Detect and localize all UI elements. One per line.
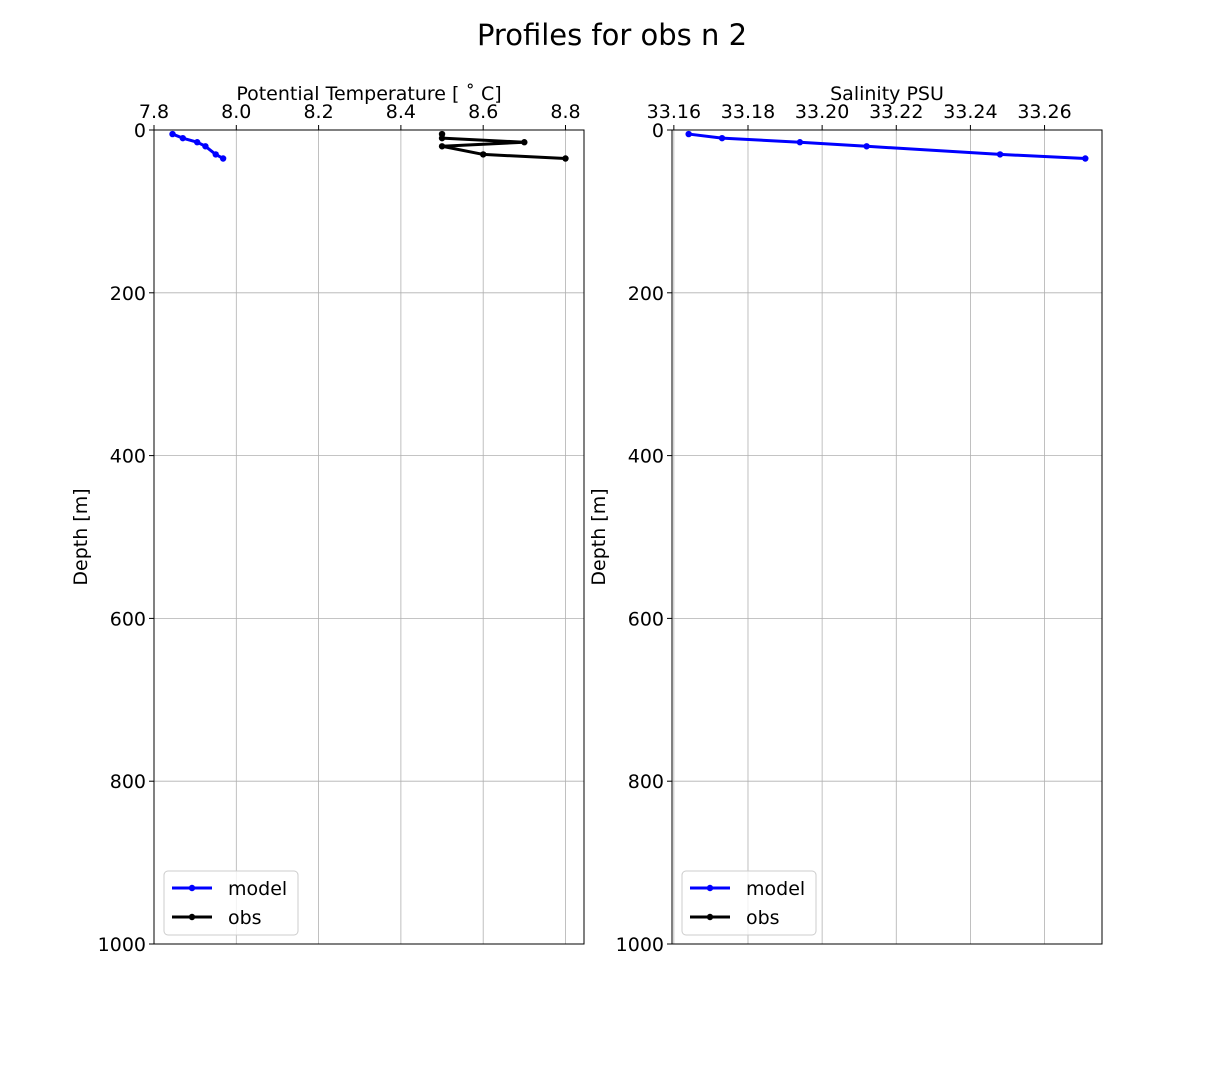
legend-marker-model bbox=[706, 884, 714, 892]
y-axis-label: Depth [m] bbox=[588, 488, 610, 585]
x-tick-label: 8.0 bbox=[221, 101, 251, 123]
data-point-model bbox=[685, 130, 692, 138]
legend: model obs bbox=[681, 870, 817, 936]
data-point-model bbox=[202, 143, 209, 150]
data-point-model bbox=[996, 151, 1004, 158]
x-tick-label: 33.24 bbox=[943, 101, 997, 123]
data-point-model bbox=[718, 134, 726, 142]
legend-label-obs: obs bbox=[746, 907, 780, 929]
data-point-obs bbox=[438, 143, 446, 150]
x-tick-label: 7.8 bbox=[139, 101, 169, 123]
x-tick-label: 8.2 bbox=[303, 101, 333, 123]
axes-frame bbox=[671, 129, 1103, 945]
data-point-model bbox=[212, 151, 219, 158]
chart-panel-temperature: 7.8 8.0 8.2 8.4 8.6 8.8 0 200 400 600 800 1000 Poten… bbox=[70, 83, 585, 956]
data-point-obs bbox=[521, 139, 528, 146]
y-tick-label: 800 bbox=[110, 771, 146, 793]
data-point-obs bbox=[438, 134, 446, 142]
figure-title: Profiles for obs n 2 bbox=[477, 18, 747, 52]
y-tick-label: 800 bbox=[628, 771, 664, 793]
legend-label-obs: obs bbox=[228, 907, 262, 929]
legend-marker-obs bbox=[706, 913, 714, 921]
data-point-model bbox=[1082, 155, 1089, 162]
legend: model obs bbox=[163, 870, 299, 936]
legend-label-model: model bbox=[228, 878, 287, 900]
data-point-obs bbox=[562, 155, 569, 162]
data-point-model bbox=[194, 139, 201, 146]
x-tick-label: 33.18 bbox=[721, 101, 775, 123]
y-tick-label: 400 bbox=[110, 446, 146, 468]
series-line-obs bbox=[440, 134, 566, 160]
x-tick-label: 33.26 bbox=[1017, 101, 1071, 123]
data-point-model bbox=[169, 130, 176, 138]
x-tick-label: 8.8 bbox=[550, 101, 580, 123]
x-axis-label: Potential Temperature [ ˚ C] bbox=[236, 83, 501, 105]
legend-marker-obs bbox=[188, 913, 196, 921]
series-line-model bbox=[688, 132, 1086, 160]
y-tick-label: 200 bbox=[628, 283, 664, 305]
legend-label-model: model bbox=[746, 878, 805, 900]
x-tick-label: 33.20 bbox=[795, 101, 849, 123]
data-point-model bbox=[179, 134, 187, 142]
x-tick-label: 8.6 bbox=[468, 101, 498, 123]
axes-frame bbox=[153, 129, 585, 945]
data-point-model bbox=[219, 155, 227, 162]
data-point-model bbox=[796, 139, 804, 146]
y-tick-label: 1000 bbox=[616, 934, 664, 956]
x-tick-label: 33.22 bbox=[869, 101, 923, 123]
y-tick-label: 200 bbox=[110, 283, 146, 305]
x-tick-label: 8.4 bbox=[386, 101, 416, 123]
legend-marker-model bbox=[188, 884, 196, 892]
y-tick-label: 1000 bbox=[98, 934, 146, 956]
x-axis-label: Salinity PSU bbox=[830, 83, 944, 105]
data-point-model bbox=[863, 143, 870, 150]
y-tick-label: 400 bbox=[628, 446, 664, 468]
data-point-obs bbox=[479, 151, 487, 158]
chart-panel-salinity: 33.16 33.18 33.20 33.22 33.24 33.26 0 200 400 600… bbox=[588, 83, 1103, 956]
y-tick-label: 600 bbox=[110, 608, 146, 630]
y-axis-label: Depth [m] bbox=[70, 488, 92, 585]
x-tick-label: 33.16 bbox=[647, 101, 701, 123]
y-tick-label: 600 bbox=[628, 608, 664, 630]
y-tick-label: 0 bbox=[134, 120, 146, 142]
y-tick-label: 0 bbox=[652, 120, 664, 142]
